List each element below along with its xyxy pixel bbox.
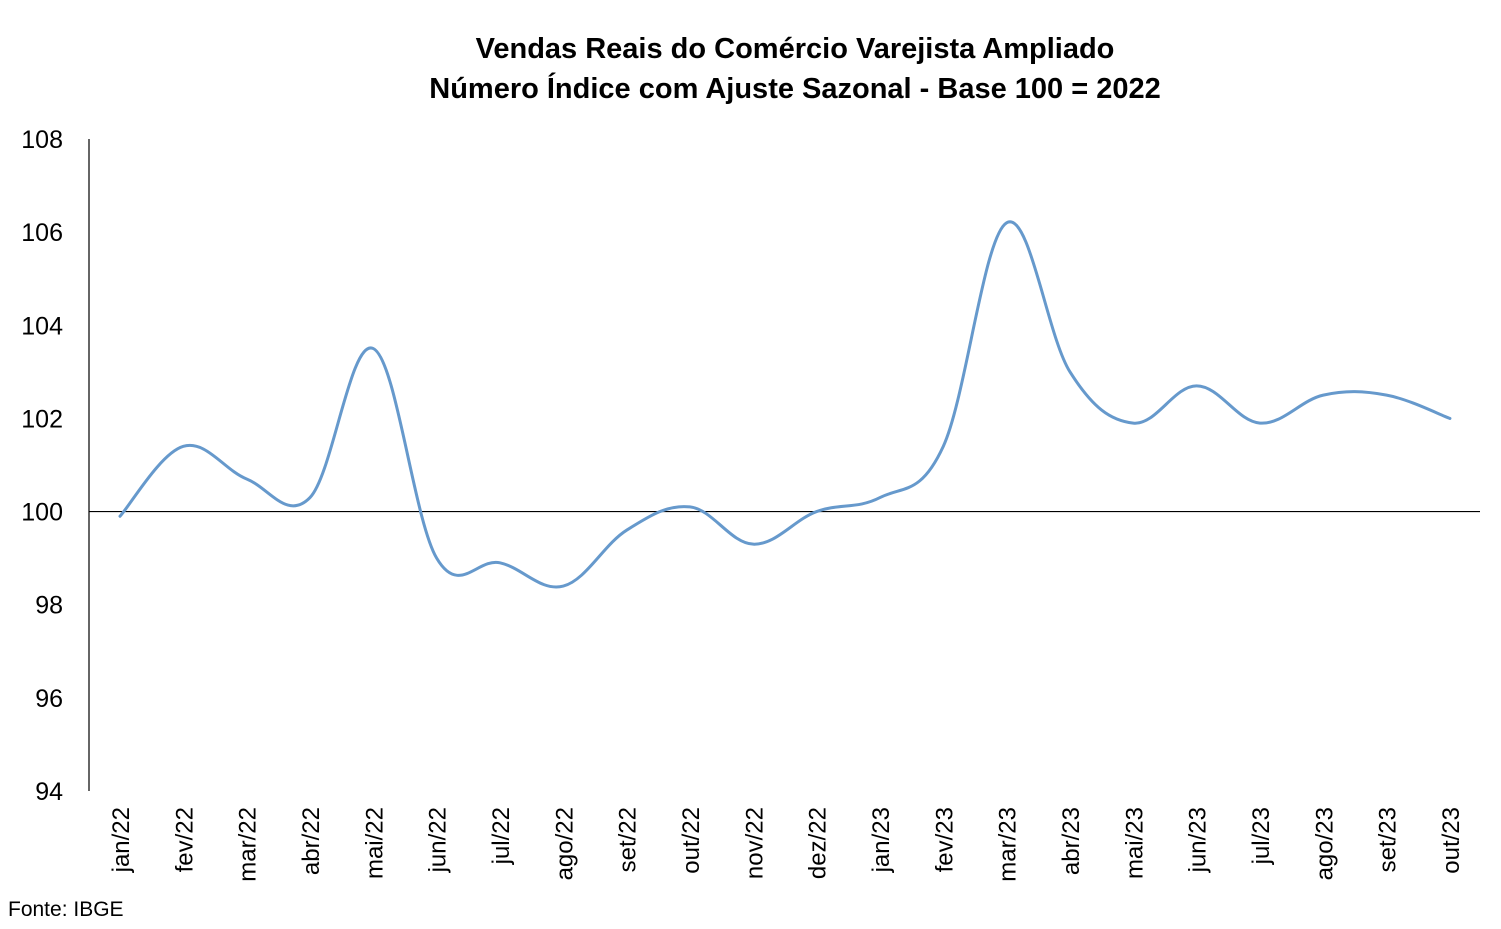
- x-tick-labels: jan/22 fev/22 mar/22 abr/22 mai/22 jun/22 jul/…: [108, 807, 1465, 882]
- x-tick-label: jun/22: [425, 807, 452, 873]
- x-tick-label: dez/22: [805, 807, 832, 879]
- x-tick-label: jul/23: [1248, 807, 1275, 865]
- x-tick-label: jul/22: [488, 807, 515, 865]
- x-tick-label: ago/22: [551, 807, 578, 880]
- x-tick-label: ago/23: [1311, 807, 1338, 880]
- x-tick-label: mai/22: [361, 807, 388, 879]
- x-tick-label: abr/22: [298, 807, 325, 875]
- x-tick-label: out/22: [678, 807, 705, 874]
- x-tick-label: mai/23: [1121, 807, 1148, 879]
- y-tick-label: 100: [21, 499, 63, 527]
- x-tick-label: fev/23: [931, 807, 958, 872]
- x-tick-label: jun/23: [1185, 807, 1212, 873]
- y-tick-label: 102: [21, 405, 63, 433]
- y-tick-label: 108: [21, 126, 63, 154]
- chart-subtitle: Número Índice com Ajuste Sazonal - Base …: [429, 71, 1160, 105]
- x-tick-label: mar/23: [995, 807, 1022, 882]
- y-tick-labels: 94 96 98 100 102 104 106 108: [21, 126, 63, 806]
- x-tick-label: set/22: [615, 807, 642, 872]
- x-tick-label: set/23: [1375, 807, 1402, 872]
- series-line: [118, 220, 1452, 589]
- y-tick-label: 98: [35, 592, 63, 620]
- y-tick-label: 96: [35, 685, 63, 713]
- chart-title: Vendas Reais do Comércio Varejista Ampli…: [476, 33, 1115, 65]
- x-tick-label: out/23: [1438, 807, 1465, 874]
- y-tick-label: 104: [21, 312, 63, 340]
- y-tick-label: 94: [35, 778, 63, 806]
- x-tick-label: jan/22: [108, 807, 135, 873]
- y-tick-label: 106: [21, 219, 63, 247]
- x-tick-label: nov/22: [741, 807, 768, 879]
- x-tick-label: fev/22: [171, 807, 198, 872]
- source-note: Fonte: IBGE: [8, 898, 124, 921]
- x-tick-label: mar/22: [235, 807, 262, 882]
- x-tick-label: jan/23: [868, 807, 895, 873]
- x-tick-label: abr/23: [1058, 807, 1085, 875]
